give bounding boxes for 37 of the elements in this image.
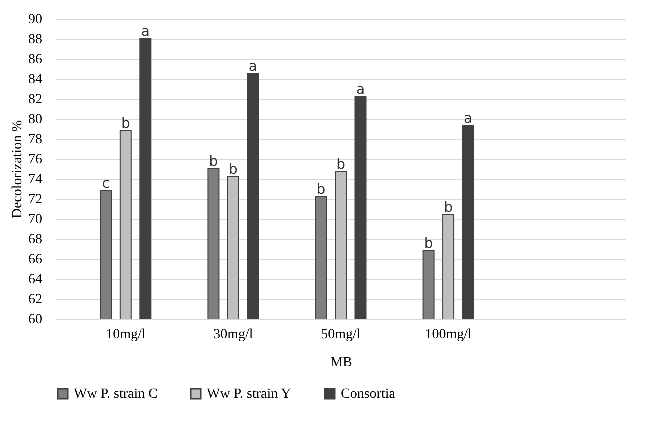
y-tick-label: 60 <box>28 312 42 328</box>
data-label: a <box>464 111 473 127</box>
data-label: b <box>229 162 238 178</box>
y-tick-label: 62 <box>28 292 42 308</box>
y-tick-label: 70 <box>28 212 42 228</box>
x-tick-label: 100mg/l <box>425 328 472 342</box>
data-label: a <box>356 82 366 98</box>
legend-label: Consortia <box>341 387 396 402</box>
data-label: c <box>102 176 110 192</box>
y-tick-label: 76 <box>28 152 42 168</box>
y-tick-label: 88 <box>28 32 42 48</box>
x-tick-label: 30mg/l <box>214 328 254 342</box>
legend-label: Ww P. strain Y <box>207 387 292 402</box>
data-label: b <box>121 116 130 132</box>
data-label: b <box>444 200 454 216</box>
y-tick-label: 82 <box>28 92 42 108</box>
data-label: b <box>424 236 434 252</box>
data-label: b <box>336 157 346 173</box>
x-tick-label: 10mg/l <box>106 328 146 342</box>
x-axis-title: MB <box>330 356 352 370</box>
y-tick-label: 90 <box>28 12 42 28</box>
y-tick-label: 64 <box>28 272 42 288</box>
y-tick-label: 78 <box>28 132 42 148</box>
y-tick-label: 74 <box>28 172 42 188</box>
y-tick-label: 84 <box>28 72 42 88</box>
y-tick-label: 80 <box>28 112 42 128</box>
x-tick-label: 50mg/l <box>321 328 361 342</box>
data-label: b <box>316 182 326 198</box>
data-label: a <box>248 59 258 75</box>
y-tick-label: 72 <box>28 192 42 208</box>
data-label: b <box>209 154 218 170</box>
y-tick-label: 86 <box>28 52 42 68</box>
data-label: a <box>141 24 150 40</box>
y-axis-title: Decolorization % <box>10 120 26 219</box>
legend-label: Ww P. strain C <box>74 387 158 402</box>
y-tick-label: 66 <box>28 252 42 268</box>
y-tick-label: 68 <box>28 232 42 248</box>
